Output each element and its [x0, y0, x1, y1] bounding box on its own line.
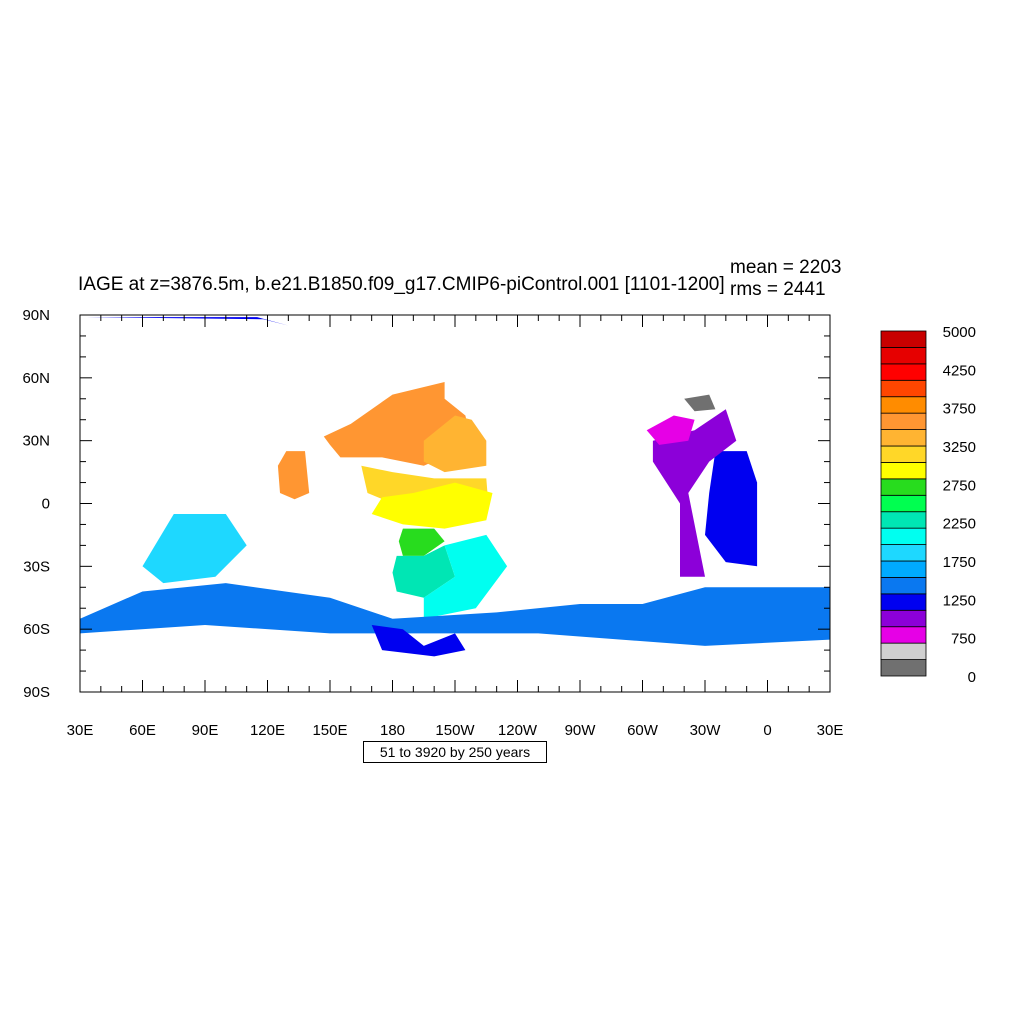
colorbar-swatch: [880, 527, 927, 545]
contour-info-box: 51 to 3920 by 250 years: [363, 741, 547, 763]
colorbar: [880, 330, 927, 677]
colorbar-swatch: [880, 412, 927, 430]
colorbar-swatch: [880, 593, 927, 611]
region-central-pacific-lightorange: [423, 415, 487, 473]
region-south-pacific-cyan: [423, 534, 508, 619]
colorbar-swatch: [880, 577, 927, 595]
region-south-pacific-green: [398, 528, 445, 556]
contour-regions: [80, 317, 830, 657]
region-west-pacific-orange: [277, 451, 310, 500]
axis-ticks: [79, 314, 831, 693]
x-axis-label: 30E: [67, 722, 94, 739]
colorbar-swatch: [880, 626, 927, 644]
colorbar-swatch: [880, 429, 927, 447]
rms-stat: rms = 2441: [730, 279, 826, 300]
region-north-atlantic-magenta: [646, 415, 695, 445]
region-ross-sea-blue: [371, 625, 466, 657]
colorbar-label: 2750: [943, 477, 976, 494]
colorbar-swatch: [880, 494, 927, 513]
y-axis-label: 0: [42, 496, 50, 513]
colorbar-label: 2250: [943, 516, 976, 533]
x-axis-label: 180: [380, 722, 405, 739]
x-axis-label: 120W: [498, 722, 538, 739]
colorbar-labels: 0 750 1250 1750 2250 2750 3250 3750 4250 5000: [943, 324, 976, 686]
y-axis-label: 90S: [23, 684, 50, 701]
x-axis-label: 90E: [192, 722, 219, 739]
region-atlantic-purple: [652, 409, 737, 577]
region-atlantic-blue: [705, 451, 758, 567]
x-axis-label: 90W: [565, 722, 597, 739]
region-arctic-blue: [86, 317, 289, 326]
x-axis-label: 150W: [435, 722, 475, 739]
y-axis-label: 60N: [22, 370, 50, 387]
colorbar-swatch: [880, 560, 927, 578]
colorbar-label: 4250: [943, 362, 976, 379]
x-axis-label: 150E: [312, 722, 347, 739]
region-southern-ocean-band: [80, 583, 830, 646]
colorbar-swatch: [880, 642, 927, 660]
colorbar-swatch: [880, 462, 927, 480]
colorbar-swatch: [880, 609, 927, 628]
colorbar-label: 1750: [943, 554, 976, 571]
y-axis-labels: 90N 60N 30N 0 30S 60S 90S: [22, 307, 50, 701]
colorbar-label: 5000: [943, 324, 976, 341]
colorbar-label: 1250: [943, 592, 976, 609]
colorbar-label: 750: [951, 631, 976, 648]
colorbar-swatch: [880, 659, 927, 677]
x-axis-label: 30W: [690, 722, 722, 739]
x-axis-label: 60W: [627, 722, 659, 739]
colorbar-swatch: [880, 347, 927, 365]
colorbar-swatch: [880, 396, 927, 414]
colorbar-label: 3750: [943, 401, 976, 418]
x-axis-label: 30E: [817, 722, 844, 739]
region-indian-ocean-lightblue: [142, 514, 247, 584]
region-equatorial-yellow: [371, 482, 493, 529]
colorbar-label: 0: [968, 669, 976, 686]
y-axis-label: 60S: [23, 621, 50, 638]
region-south-pacific-mint: [392, 545, 455, 598]
colorbar-swatch: [880, 511, 927, 529]
colorbar-swatch: [880, 544, 927, 562]
colorbar-swatch: [880, 445, 927, 463]
region-greenland-gray: [684, 394, 716, 412]
y-axis-label: 30S: [23, 558, 50, 575]
colorbar-swatch: [880, 379, 927, 398]
mean-stat: mean = 2203: [730, 257, 842, 278]
x-axis-labels: 30E 60E 90E 120E 150E 180 150W 120W 90W 60W 30W 0 30…: [67, 722, 844, 739]
colorbar-swatch: [880, 363, 927, 381]
y-axis-label: 30N: [22, 433, 50, 450]
colorbar-swatch: [880, 478, 927, 496]
x-axis-label: 60E: [129, 722, 156, 739]
x-axis-label: 0: [763, 722, 771, 739]
y-axis-label: 90N: [22, 307, 50, 324]
x-axis-label: 120E: [250, 722, 285, 739]
plot-title: IAGE at z=3876.5m, b.e21.B1850.f09_g17.C…: [78, 274, 725, 295]
colorbar-label: 3250: [943, 439, 976, 456]
colorbar-swatch: [880, 330, 927, 348]
